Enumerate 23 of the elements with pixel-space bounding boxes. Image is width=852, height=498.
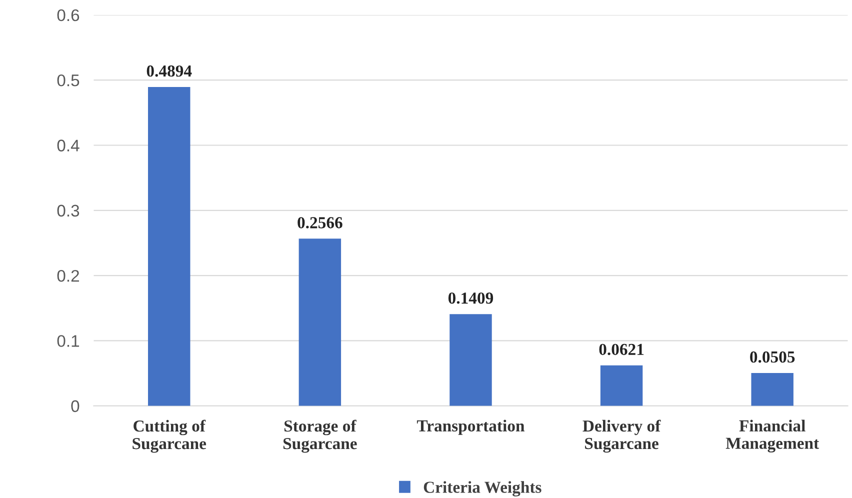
y-tick-label: 0 bbox=[71, 400, 80, 412]
y-tick-label: 0.1 bbox=[57, 335, 80, 347]
x-tick-label: Cutting of Sugarcane bbox=[132, 420, 206, 453]
y-tick-label: 0.3 bbox=[57, 204, 80, 217]
data-label: 0.4894 bbox=[146, 65, 192, 77]
data-label: 0.0621 bbox=[599, 344, 644, 356]
y-tick-label: 0.4 bbox=[57, 140, 80, 152]
data-label: 0.1409 bbox=[448, 292, 494, 304]
y-tick-label: 0.2 bbox=[57, 270, 79, 282]
x-tick-label: Delivery of Sugarcane bbox=[582, 420, 661, 453]
x-tick-label: Storage of Sugarcane bbox=[283, 420, 357, 453]
bar bbox=[751, 372, 794, 406]
data-label: 0.0505 bbox=[750, 351, 795, 363]
bar bbox=[148, 87, 190, 406]
x-tick-label: Transportation bbox=[416, 420, 524, 435]
y-tick-label: 0.5 bbox=[57, 74, 80, 86]
x-tick-label: Financial Management bbox=[726, 420, 820, 452]
data-label: 0.2566 bbox=[298, 217, 342, 228]
bar bbox=[600, 365, 643, 406]
y-tick-label: 0.6 bbox=[57, 9, 80, 22]
bar bbox=[450, 314, 492, 406]
legend-label: Criteria Weights bbox=[424, 481, 542, 496]
bar bbox=[298, 238, 342, 406]
